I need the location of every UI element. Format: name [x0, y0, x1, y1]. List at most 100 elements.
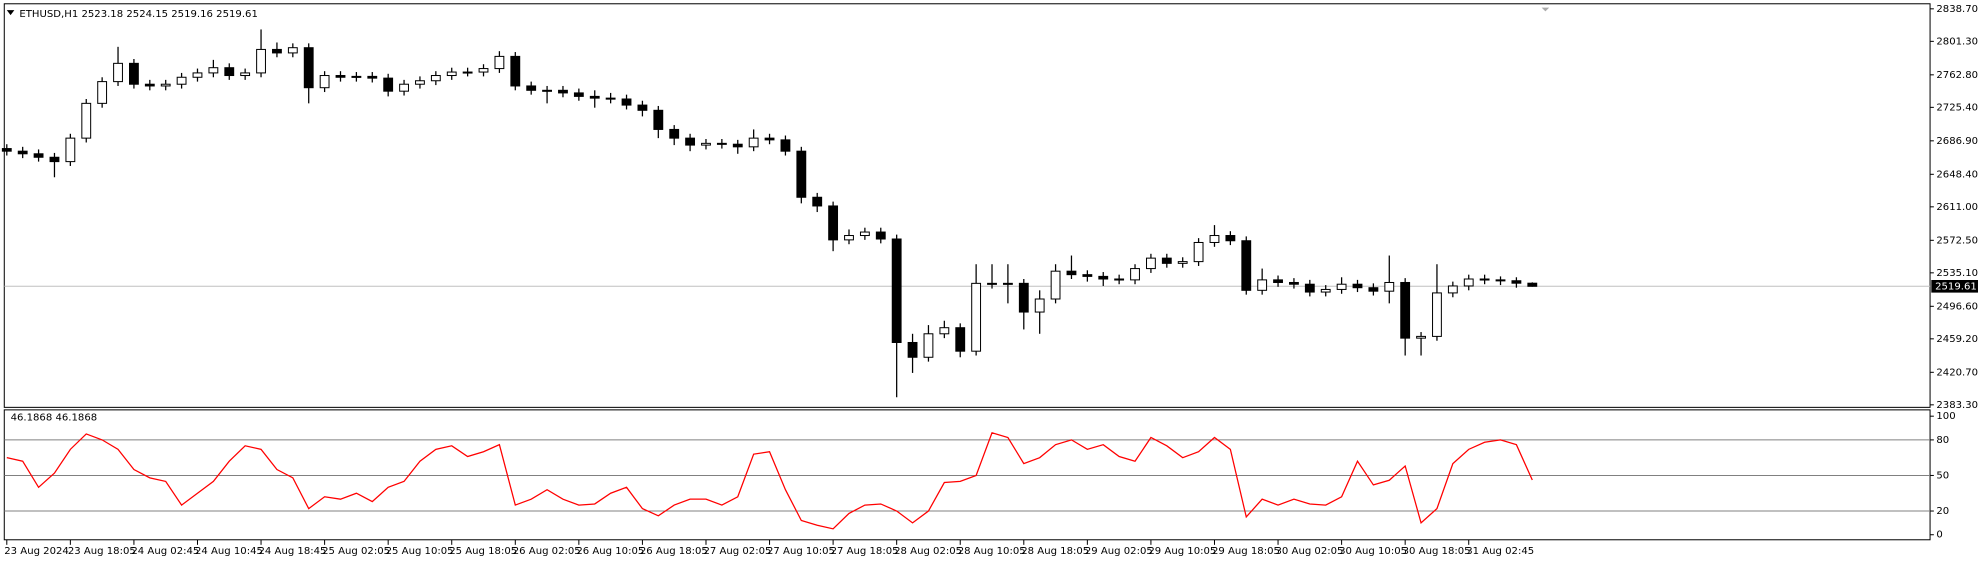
candle-body [875, 231, 886, 240]
y-tick-label: 2496.60 [1936, 301, 1978, 312]
candle-body [1209, 235, 1220, 243]
candle-body [319, 75, 330, 89]
x-tick-label: 29 Aug 02:05 [1085, 546, 1153, 557]
y-tick-label: 2459.20 [1936, 334, 1978, 345]
candle-body [303, 47, 314, 89]
candle-body [1479, 278, 1490, 281]
y-tick-label: 2801.30 [1936, 36, 1978, 47]
indicator-y-tick-label: 80 [1936, 435, 1949, 446]
candle-body [462, 71, 473, 74]
last-close: 2519.61 [216, 9, 258, 20]
candle-body [637, 104, 648, 111]
candle-body [891, 238, 902, 343]
candle-body [1495, 279, 1506, 282]
x-tick-label: 25 Aug 02:05 [322, 546, 390, 557]
candle-body [1463, 278, 1474, 287]
candle-body [1050, 270, 1061, 300]
candle-body [558, 89, 568, 94]
x-tick-label: 26 Aug 10:05 [576, 546, 644, 557]
candle-body [812, 196, 823, 207]
shift-marker[interactable] [1541, 7, 1550, 12]
x-tick-label: 27 Aug 10:05 [767, 546, 835, 557]
candle-body [430, 75, 441, 82]
indicator-last: 46.1868 [55, 412, 97, 423]
indicator-line [6, 432, 1533, 530]
indicator-y-tick-label: 100 [1936, 411, 1955, 422]
candle-body [1447, 285, 1458, 294]
x-tick-label: 31 Aug 02:45 [1466, 546, 1534, 557]
candle-body [1, 148, 12, 152]
y-tick-label: 2420.70 [1936, 367, 1978, 378]
candle-body [240, 72, 251, 77]
x-tick-label: 30 Aug 02:05 [1276, 546, 1344, 557]
indicator-y-tick-label: 50 [1936, 470, 1949, 481]
candle-body [1241, 240, 1252, 291]
candle-body [1432, 292, 1442, 337]
candle-body [796, 150, 807, 198]
indicator-last: 46.1868 [11, 412, 53, 423]
y-tick-label: 2686.90 [1936, 136, 1978, 147]
collapse-arrow[interactable] [6, 10, 15, 16]
candle-body [287, 47, 298, 54]
y-tick-label: 2725.40 [1936, 102, 1978, 113]
candle-body [732, 143, 743, 148]
indicator-y-tick-label: 20 [1936, 506, 1949, 517]
price-header: ETHUSD,H1 2523.18 2524.15 2519.16 2519.6… [19, 9, 257, 20]
candle-body [478, 68, 489, 73]
candle-body [176, 76, 187, 85]
y-tick-label: 2762.80 [1936, 70, 1978, 81]
y-tick-label: 2383.30 [1936, 400, 1978, 411]
candle-body [367, 75, 378, 79]
y-tick-label: 2611.00 [1936, 202, 1978, 213]
candle-body [1034, 298, 1045, 313]
candle-body [129, 62, 139, 85]
x-tick-label: 25 Aug 10:05 [386, 546, 454, 557]
candle-body [764, 137, 775, 141]
candle-body [65, 137, 76, 163]
candle-body [621, 98, 632, 106]
x-tick-label: 29 Aug 18:05 [1212, 546, 1280, 557]
candle-body [49, 156, 60, 163]
candle-body [160, 83, 171, 87]
candle-body [335, 75, 346, 78]
y-tick-label: 2572.50 [1936, 235, 1978, 246]
candle-body [97, 81, 108, 104]
candle-body [987, 282, 997, 285]
x-tick-label: 28 Aug 18:05 [1021, 546, 1089, 557]
candle-body [1161, 257, 1172, 264]
candle-body [1289, 281, 1299, 285]
candle-body [669, 128, 680, 139]
x-tick-label: 27 Aug 18:05 [831, 546, 899, 557]
candle-body [1273, 279, 1283, 283]
price-panel [3, 3, 1931, 408]
indicator-header: 46.1868 46.1868 [11, 412, 98, 423]
candle-body [1320, 288, 1331, 293]
candle-body [923, 333, 934, 358]
x-tick-label: 29 Aug 10:05 [1148, 546, 1216, 557]
candle-body [351, 75, 362, 78]
indicator-panel [3, 409, 1931, 541]
last-price-box [1931, 279, 1978, 293]
candle-body [971, 282, 982, 352]
candle-body [828, 205, 839, 241]
candle-body [1384, 281, 1395, 292]
candle-body [605, 97, 616, 100]
candle-body [1257, 279, 1268, 291]
x-tick-label: 27 Aug 02:05 [703, 546, 771, 557]
last-low: 2519.16 [171, 9, 213, 20]
symbol: ETHUSD,H1 [19, 9, 78, 20]
last-high: 2524.15 [126, 9, 168, 20]
candle-body [399, 83, 409, 92]
candle-body [542, 89, 552, 92]
candle-body [1368, 287, 1379, 292]
candle-body [383, 77, 394, 92]
candle-body [1066, 270, 1077, 276]
x-tick-label: 24 Aug 10:45 [195, 546, 263, 557]
x-tick-label: 30 Aug 18:05 [1403, 546, 1471, 557]
candle-body [1114, 278, 1125, 281]
candle-body [510, 55, 521, 87]
x-tick-label: 26 Aug 02:05 [513, 546, 581, 557]
last-open: 2523.18 [81, 9, 123, 20]
candle-body [589, 95, 600, 99]
